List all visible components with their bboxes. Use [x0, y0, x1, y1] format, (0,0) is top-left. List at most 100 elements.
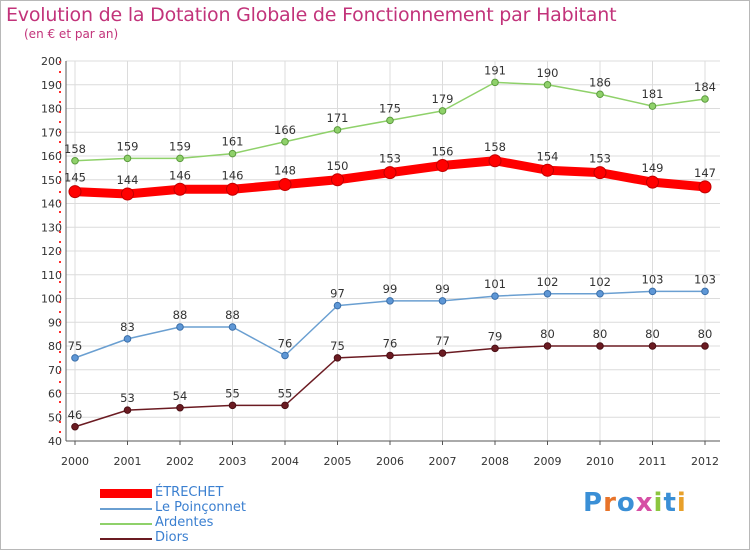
data-point: [173, 182, 187, 196]
data-point: [281, 401, 289, 410]
data-point: [436, 159, 449, 172]
data-label: 159: [169, 139, 191, 153]
data-point: [281, 351, 289, 360]
data-label: 175: [379, 101, 401, 115]
data-point: [123, 335, 132, 343]
data-point: [228, 401, 237, 410]
data-point: [646, 175, 659, 189]
y-tick-label: 70: [48, 364, 62, 377]
data-point: [386, 351, 394, 360]
data-point: [281, 137, 289, 146]
data-label: 179: [432, 92, 454, 106]
data-label: 88: [173, 308, 188, 322]
x-tick-label: 2003: [219, 455, 247, 468]
legend-item: Ardentes: [100, 515, 360, 531]
data-label: 103: [642, 272, 664, 286]
data-point: [71, 354, 79, 362]
data-point: [541, 163, 554, 177]
y-tick-label: 80: [48, 340, 62, 353]
legend-label: Diors: [155, 530, 189, 545]
data-point: [331, 173, 344, 187]
data-point: [123, 406, 132, 414]
data-point: [438, 107, 447, 115]
data-label: 46: [68, 408, 83, 422]
x-tick-label: 2002: [166, 455, 194, 468]
x-tick-label: 2004: [271, 455, 299, 468]
legend-swatch: [100, 538, 152, 540]
y-tick-label: 90: [48, 316, 62, 329]
data-point: [386, 116, 394, 125]
chart-subtitle: (en € et par an): [24, 27, 119, 41]
data-label: 159: [117, 139, 139, 153]
data-label: 181: [642, 87, 664, 101]
logo-letter: i: [653, 488, 664, 518]
legend-swatch: [100, 489, 152, 498]
data-label: 80: [698, 327, 713, 341]
data-point: [333, 354, 342, 362]
data-label: 158: [64, 142, 86, 156]
data-label: 79: [488, 329, 503, 343]
legend-item: Diors: [100, 530, 360, 546]
data-label: 103: [694, 272, 716, 286]
logo-letter: i: [676, 488, 687, 518]
data-label: 184: [694, 80, 716, 94]
proxiti-logo: Proxiti: [583, 488, 687, 518]
data-label: 54: [173, 389, 188, 403]
data-point: [701, 342, 709, 350]
data-label: 77: [435, 334, 450, 348]
x-tick-label: 2010: [586, 455, 614, 468]
logo-letter: P: [583, 488, 604, 518]
legend-item: ÉTRECHET: [100, 485, 360, 501]
chart-legend: ÉTRECHET Le Poinçonnet Ardentes Diors: [100, 485, 360, 546]
data-label: 75: [68, 339, 83, 353]
y-tick-label: 180: [41, 103, 62, 116]
data-point: [543, 342, 552, 350]
data-label: 156: [432, 145, 454, 159]
data-label: 153: [379, 152, 401, 166]
logo-letter: o: [616, 488, 636, 518]
x-tick-label: 2000: [61, 455, 89, 468]
data-point: [488, 154, 502, 168]
legend-label: Ardentes: [155, 515, 214, 530]
legend-label: ÉTRECHET: [155, 485, 224, 500]
data-point: [701, 287, 709, 296]
data-point: [386, 297, 394, 305]
chart-title: Evolution de la Dotation Globale de Fonc…: [6, 4, 617, 26]
data-label: 55: [225, 386, 240, 400]
x-tick-label: 2001: [114, 455, 142, 468]
data-point: [596, 289, 604, 298]
data-point: [596, 90, 604, 99]
data-label: 150: [327, 159, 349, 173]
data-label: 146: [169, 168, 191, 182]
data-point: [543, 80, 552, 89]
data-label: 88: [225, 308, 240, 322]
data-label: 55: [278, 386, 293, 400]
data-point: [176, 154, 184, 163]
x-tick-label: 2005: [324, 455, 352, 468]
data-point: [491, 78, 499, 87]
y-tick-label: 120: [41, 245, 62, 258]
data-label: 102: [537, 275, 559, 289]
data-point: [228, 149, 237, 158]
data-label: 154: [537, 149, 559, 163]
data-point: [71, 156, 79, 165]
y-tick-label: 140: [41, 198, 62, 211]
data-label: 99: [383, 282, 398, 296]
legend-swatch: [100, 523, 152, 525]
data-label: 148: [274, 164, 296, 178]
data-label: 97: [330, 287, 345, 301]
y-tick-label: 160: [41, 150, 62, 163]
data-label: 76: [383, 337, 398, 351]
y-tick-label: 170: [41, 126, 62, 139]
y-tick-label: 190: [41, 79, 62, 92]
data-point: [333, 301, 342, 310]
data-label: 75: [330, 339, 345, 353]
data-label: 102: [589, 275, 611, 289]
data-point: [491, 344, 499, 353]
data-point: [333, 126, 342, 134]
y-tick-label: 100: [41, 293, 62, 306]
data-point: [176, 323, 184, 331]
x-tick-label: 2012: [691, 455, 719, 468]
logo-letter: x: [635, 488, 654, 518]
data-label: 158: [484, 140, 506, 154]
